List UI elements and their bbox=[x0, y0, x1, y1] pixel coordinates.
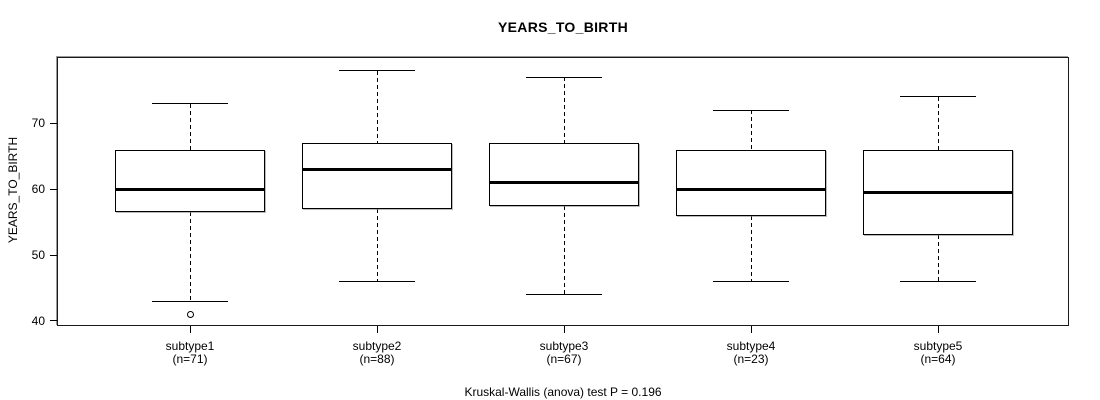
whisker-cap-lower bbox=[526, 294, 602, 296]
x-tick bbox=[189, 326, 191, 333]
x-tick bbox=[937, 326, 939, 333]
whisker-lower bbox=[376, 208, 378, 282]
median-line bbox=[676, 187, 826, 191]
x-count-label: (n=88) bbox=[359, 352, 395, 366]
x-label-block: subtype5 (n=64) bbox=[863, 340, 1013, 366]
x-tick bbox=[376, 326, 378, 333]
box-iqr bbox=[489, 143, 639, 206]
x-category-label: subtype3 bbox=[539, 339, 589, 353]
x-label-block: subtype3 (n=67) bbox=[489, 340, 639, 366]
whisker-upper bbox=[937, 96, 939, 150]
whisker-lower bbox=[750, 215, 752, 282]
median-line bbox=[863, 190, 1013, 194]
x-label-block: subtype4 (n=23) bbox=[676, 340, 826, 366]
whisker-lower bbox=[937, 235, 939, 282]
outlier-point bbox=[186, 310, 194, 318]
whisker-lower bbox=[189, 212, 191, 302]
y-tick-label: 70 bbox=[31, 116, 45, 131]
x-count-label: (n=67) bbox=[546, 352, 582, 366]
median-line bbox=[302, 167, 452, 171]
x-tick bbox=[750, 326, 752, 333]
box-iqr bbox=[676, 149, 826, 216]
whisker-lower bbox=[563, 205, 565, 295]
whisker-cap-lower bbox=[152, 300, 228, 302]
x-count-label: (n=71) bbox=[172, 352, 208, 366]
x-label-block: subtype2 (n=88) bbox=[302, 340, 452, 366]
x-label-block: subtype1 (n=71) bbox=[115, 340, 265, 366]
whisker-cap-lower bbox=[900, 280, 976, 282]
whisker-cap-upper bbox=[900, 96, 976, 98]
chart-title: YEARS_TO_BIRTH bbox=[498, 19, 628, 35]
whisker-cap-upper bbox=[713, 109, 789, 111]
y-tick-label: 50 bbox=[31, 248, 45, 263]
y-tick bbox=[50, 320, 57, 322]
x-count-label: (n=23) bbox=[733, 352, 769, 366]
stat-test-caption: Kruskal-Wallis (anova) test P = 0.196 bbox=[464, 385, 662, 399]
whisker-upper bbox=[563, 77, 565, 144]
whisker-cap-lower bbox=[713, 280, 789, 282]
y-tick bbox=[50, 254, 57, 256]
whisker-upper bbox=[376, 70, 378, 144]
whisker-cap-upper bbox=[339, 70, 415, 72]
plot-frame bbox=[57, 57, 1069, 326]
x-category-label: subtype5 bbox=[913, 339, 963, 353]
median-line bbox=[489, 181, 639, 185]
y-tick bbox=[50, 122, 57, 124]
x-category-label: subtype1 bbox=[165, 339, 215, 353]
whisker-upper bbox=[189, 103, 191, 150]
x-count-label: (n=64) bbox=[920, 352, 956, 366]
y-tick-label: 60 bbox=[31, 182, 45, 197]
whisker-cap-lower bbox=[339, 280, 415, 282]
whisker-cap-upper bbox=[152, 103, 228, 105]
whisker-cap-upper bbox=[526, 76, 602, 78]
whisker-upper bbox=[750, 110, 752, 150]
y-tick-label: 40 bbox=[31, 313, 45, 328]
x-category-label: subtype4 bbox=[726, 339, 776, 353]
median-line bbox=[115, 187, 265, 191]
x-category-label: subtype2 bbox=[352, 339, 402, 353]
y-tick bbox=[50, 188, 57, 190]
box-iqr bbox=[115, 149, 265, 213]
box-iqr bbox=[302, 143, 452, 209]
x-tick bbox=[563, 326, 565, 333]
